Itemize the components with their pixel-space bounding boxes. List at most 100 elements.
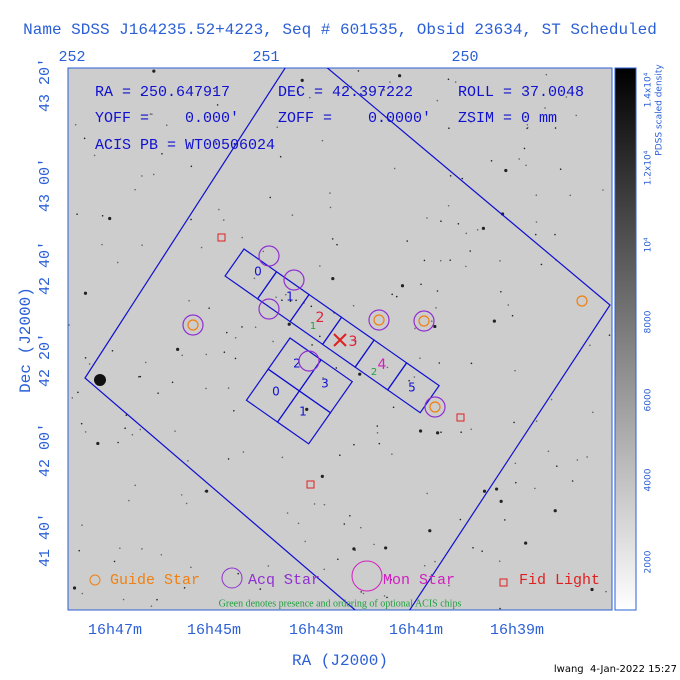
- star: [176, 347, 180, 351]
- star: [216, 104, 219, 106]
- star: [360, 526, 362, 529]
- star: [481, 226, 486, 230]
- star: [205, 489, 209, 493]
- star: [222, 219, 225, 221]
- legend-label: Acq Star: [248, 572, 320, 589]
- colorbar: [614, 67, 637, 611]
- x-axis-label: RA (J2000): [292, 652, 388, 670]
- legend-symbol: [89, 574, 101, 586]
- star: [490, 159, 493, 162]
- y-axis-label: Dec (J2000): [17, 287, 35, 393]
- bottom-tick-label: 16h39m: [490, 622, 544, 639]
- star: [354, 549, 356, 551]
- star: [140, 93, 143, 96]
- star: [161, 153, 163, 155]
- star: [571, 480, 574, 482]
- star: [149, 113, 152, 115]
- star: [393, 167, 396, 170]
- star: [605, 590, 607, 593]
- star: [190, 165, 193, 168]
- star: [470, 362, 473, 365]
- chip-label: 3: [321, 377, 329, 391]
- chip-label: 2: [316, 310, 325, 326]
- star: [470, 428, 472, 431]
- star: [77, 391, 79, 394]
- star: [554, 127, 557, 129]
- star: [534, 233, 537, 236]
- star: [152, 173, 155, 176]
- star: [262, 250, 265, 253]
- star: [78, 549, 81, 552]
- star: [397, 74, 402, 78]
- colorbar-tick-label: 10⁴: [644, 237, 654, 252]
- bottom-tick-label: 16h41m: [389, 622, 443, 639]
- info-zsim: ZSIM = 0 mm: [458, 110, 557, 127]
- note: Green denotes presence and ordering of o…: [219, 598, 462, 609]
- chip-label: 0: [272, 385, 280, 399]
- star: [151, 113, 153, 115]
- legend-symbol: [351, 560, 383, 592]
- acq-star: [182, 314, 204, 336]
- star: [329, 206, 332, 209]
- star: [362, 592, 365, 595]
- star: [391, 453, 393, 455]
- star: [125, 414, 128, 416]
- acq-star: [298, 350, 320, 372]
- star: [590, 587, 594, 592]
- star: [269, 196, 272, 199]
- star: [449, 174, 452, 177]
- star: [128, 499, 130, 502]
- star: [183, 587, 186, 589]
- star: [440, 220, 442, 223]
- star: [395, 295, 398, 298]
- star: [190, 218, 192, 221]
- star: [354, 340, 357, 342]
- star: [200, 246, 203, 249]
- left-tick-label: 41 40': [37, 513, 54, 567]
- star: [337, 558, 339, 561]
- star: [514, 462, 517, 465]
- star: [373, 543, 375, 546]
- star: [589, 344, 591, 347]
- star: [526, 123, 529, 126]
- star: [116, 261, 119, 264]
- star: [289, 300, 292, 302]
- star: [96, 441, 100, 446]
- star: [300, 78, 304, 82]
- star: [378, 442, 381, 445]
- fid-light: [306, 480, 315, 489]
- star: [406, 240, 409, 242]
- star: [353, 443, 355, 446]
- star: [287, 322, 291, 326]
- star: [383, 89, 385, 91]
- star: [433, 324, 437, 329]
- star: [461, 177, 464, 180]
- star: [187, 460, 189, 462]
- top-tick-label: 251: [252, 49, 279, 66]
- acq-star: [424, 396, 446, 418]
- star: [291, 214, 294, 216]
- star: [460, 431, 462, 434]
- star: [139, 375, 142, 378]
- star: [279, 155, 282, 158]
- star: [383, 595, 386, 597]
- star: [218, 208, 220, 211]
- acq-star: [413, 310, 435, 332]
- star: [389, 81, 391, 83]
- star: [523, 147, 526, 150]
- star: [119, 138, 122, 140]
- star: [227, 458, 230, 460]
- star: [426, 492, 428, 495]
- star: [545, 73, 548, 76]
- star: [449, 259, 452, 261]
- star: [335, 367, 338, 369]
- star: [498, 560, 501, 563]
- star: [414, 327, 416, 330]
- chip-label: 0: [254, 265, 262, 279]
- star: [171, 381, 174, 384]
- star: [408, 379, 410, 382]
- legend-symbol: [221, 567, 243, 589]
- star: [586, 456, 588, 458]
- acq-star: [258, 298, 280, 320]
- star: [71, 397, 74, 399]
